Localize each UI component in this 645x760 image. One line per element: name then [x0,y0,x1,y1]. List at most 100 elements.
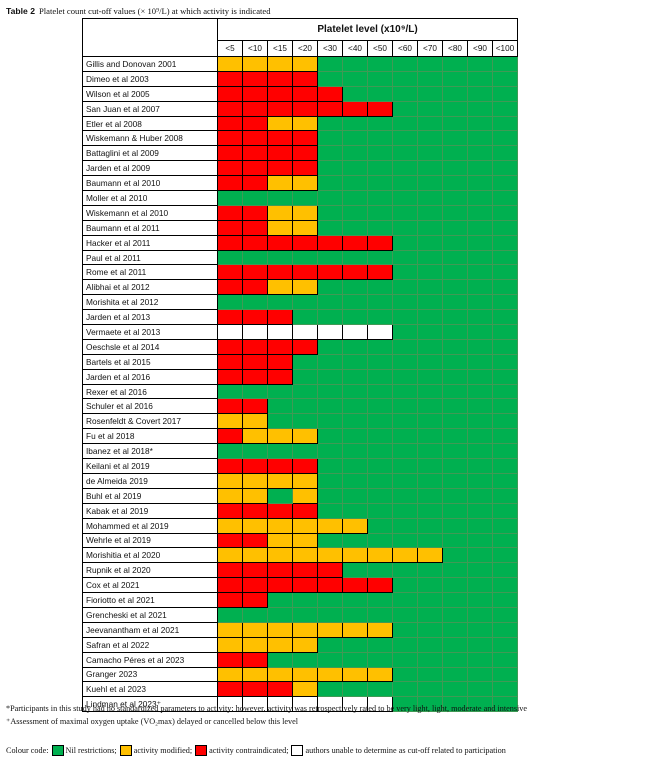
table-row: Rexer et al 2016 [82,383,518,400]
status-cell [442,145,468,162]
status-cell [417,696,443,713]
table-row: Safran et al 2022 [82,636,518,653]
status-cell [292,56,318,72]
study-name: Vermaete et al 2013 [82,324,218,340]
status-cell [467,398,493,415]
study-name: Jarden et al 2013 [82,309,218,326]
status-cell [442,443,468,460]
status-cell [242,368,268,385]
status-cell [267,190,293,206]
status-cell [492,398,518,415]
status-cell [317,681,343,698]
status-cell [367,368,393,385]
status-cell [317,666,343,683]
status-cell [467,115,493,132]
status-cell [242,592,268,608]
status-cell [292,100,318,117]
status-cell [292,368,318,385]
status-cell [317,502,343,519]
status-cell [492,324,518,340]
table-row: Fioriotto et al 2021 [82,592,518,608]
status-cell [217,130,243,147]
study-name: Moller et al 2010 [82,190,218,206]
status-cell [417,398,443,415]
status-cell [442,70,468,87]
study-name: Paul et al 2011 [82,249,218,266]
status-cell [367,130,393,147]
status-cell [317,517,343,534]
status-cell [217,338,243,355]
status-cell [492,234,518,251]
status-cell [267,502,293,519]
status-cell [342,681,368,698]
status-cell [442,190,468,206]
status-cell [492,487,518,504]
study-name: Battaglini et al 2009 [82,145,218,162]
status-cell [417,353,443,370]
status-cell [392,324,418,340]
status-cell [467,175,493,192]
status-cell [467,145,493,162]
status-cell [392,696,418,713]
study-name: Baumann et al 2010 [82,175,218,192]
status-cell [317,190,343,206]
status-cell [267,70,293,87]
status-cell [392,532,418,549]
status-cell [242,577,268,594]
status-cell [392,219,418,236]
status-cell [392,606,418,623]
status-cell [392,547,418,564]
status-cell [317,368,343,385]
status-cell [467,487,493,504]
status-cell [417,472,443,489]
table-row: Granger 2023 [82,666,518,683]
status-cell [317,443,343,460]
status-cell [392,145,418,162]
status-cell [267,517,293,534]
status-cell [492,636,518,653]
status-cell [442,666,468,683]
status-cell [417,130,443,147]
status-cell [267,547,293,564]
status-cell [242,145,268,162]
status-cell [492,458,518,474]
study-name: de Almeida 2019 [82,472,218,489]
status-cell [392,190,418,206]
status-cell [367,592,393,608]
status-cell [367,249,393,266]
table-row: Grencheski et al 2021 [82,606,518,623]
table-caption: Table 2 Platelet count cut-off values (× … [6,6,271,16]
study-name: Lindman et al 2023⁺ [82,696,218,713]
status-cell [392,592,418,608]
status-cell [217,577,243,594]
status-cell [317,472,343,489]
status-cell [342,70,368,87]
status-cell [217,175,243,192]
status-cell [467,70,493,87]
platelet-level-header: Platelet level (x10⁹/L) [217,18,518,41]
bin-header: <60 [392,40,418,57]
status-cell [367,115,393,132]
status-cell [467,621,493,638]
status-cell [267,279,293,296]
study-name: Buhl et al 2019 [82,487,218,504]
status-cell [492,606,518,623]
status-cell [292,621,318,638]
status-cell [467,636,493,653]
status-cell [442,249,468,266]
status-cell [342,175,368,192]
status-cell [392,428,418,445]
table-row: Camacho Péres et al 2023 [82,651,518,668]
status-cell [217,294,243,311]
status-cell [242,309,268,326]
table-row: Morishitia et al 2020 [82,547,518,564]
status-cell [342,532,368,549]
status-cell [392,443,418,460]
status-cell [267,324,293,340]
status-cell [392,472,418,489]
status-cell [317,160,343,177]
status-cell [417,517,443,534]
status-cell [367,145,393,162]
status-cell [392,398,418,415]
status-cell [442,368,468,385]
